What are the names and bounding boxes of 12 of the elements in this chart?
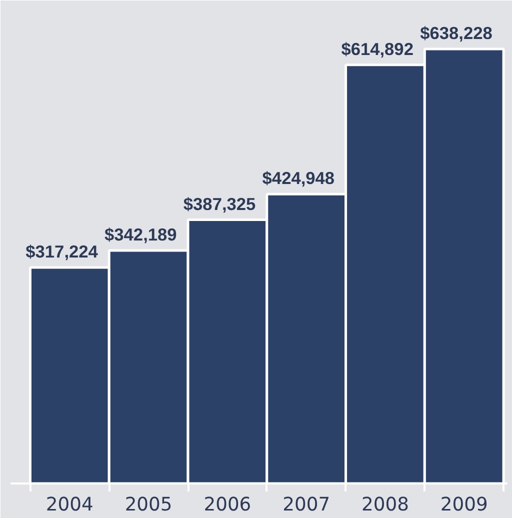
x-tick-label: 2008 — [361, 494, 409, 516]
x-tick-label: 2007 — [282, 494, 330, 516]
data-label: $638,228 — [420, 22, 493, 43]
data-label: $614,892 — [341, 38, 414, 59]
data-label: $424,948 — [262, 168, 335, 188]
data-label: $387,325 — [183, 194, 256, 214]
x-tick-label: 2006 — [204, 494, 252, 516]
data-label: $342,189 — [104, 224, 177, 245]
x-tick-label: 2009 — [440, 494, 488, 516]
x-tick-label: 2004 — [46, 494, 94, 516]
data-label: $317,224 — [26, 242, 98, 262]
x-tick-label: 2005 — [124, 494, 172, 516]
